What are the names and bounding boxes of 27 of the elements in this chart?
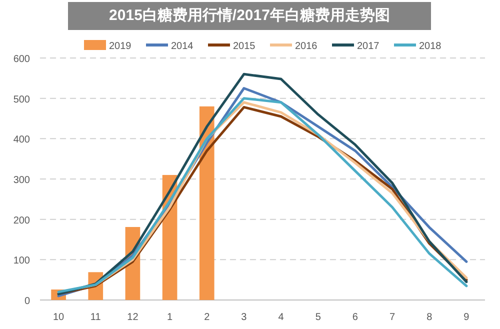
x-tick-label: 12 xyxy=(127,312,139,323)
x-tick-label: 7 xyxy=(390,312,396,323)
y-tick-label: 400 xyxy=(13,134,30,146)
x-tick-label: 8 xyxy=(426,312,433,323)
bar xyxy=(199,106,214,300)
legend-label: 2018 xyxy=(419,41,442,52)
x-tick-label: 10 xyxy=(52,312,65,323)
x-tick-label: 1 xyxy=(167,312,174,323)
y-tick-label: 100 xyxy=(13,256,30,267)
legend-label: 2016 xyxy=(295,41,318,52)
y-tick-label: 200 xyxy=(13,215,30,226)
x-tick-label: 11 xyxy=(90,312,102,323)
x-tick-label: 5 xyxy=(315,312,322,323)
legend-label: 2019 xyxy=(109,41,132,52)
legend-label: 2015 xyxy=(233,41,256,52)
title: 2015白糖费用行情/2017年白糖费用走势图 xyxy=(68,2,431,30)
y-tick-label: 500 xyxy=(13,94,30,106)
x-tick-label: 9 xyxy=(464,312,470,323)
legend-label: 2017 xyxy=(357,41,380,52)
y-tick-label: 600 xyxy=(13,54,30,65)
x-tick-label: 3 xyxy=(241,312,248,323)
y-tick-label: 0 xyxy=(24,296,30,307)
y-tick-label: 300 xyxy=(13,175,30,186)
x-tick-label: 2 xyxy=(204,312,210,323)
legend-label: 2014 xyxy=(171,41,194,52)
x-tick-label: 4 xyxy=(278,312,284,323)
x-tick-label: 6 xyxy=(352,312,358,323)
